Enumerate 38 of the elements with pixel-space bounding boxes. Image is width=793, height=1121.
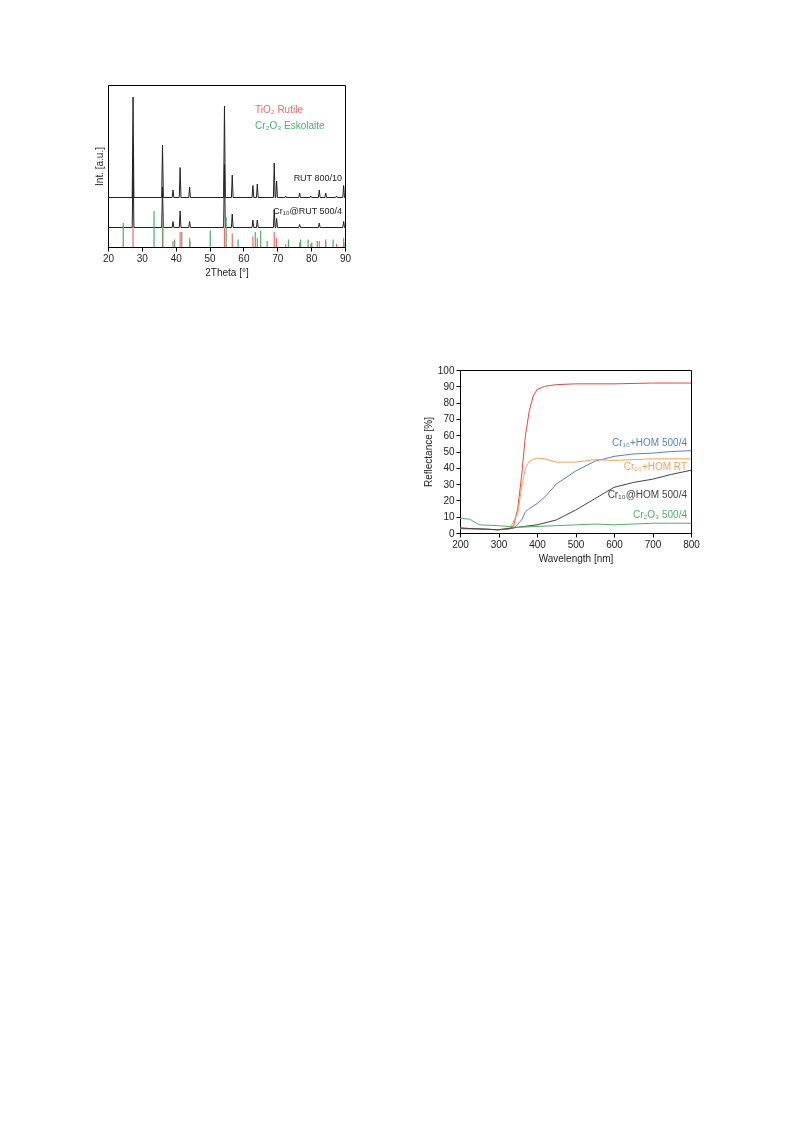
series-label: Cr₁₀@HOM 500/4 bbox=[607, 489, 688, 501]
x-tick-label: 20 bbox=[102, 252, 115, 264]
x-tick-label: 400 bbox=[529, 538, 547, 550]
y-axis-title: Int. [a.u.] bbox=[93, 146, 105, 186]
y-tick-label: 70 bbox=[443, 413, 455, 425]
x-tick-label: 40 bbox=[170, 252, 183, 264]
x-tick-label: 800 bbox=[683, 538, 701, 550]
y-tick-label: 80 bbox=[443, 397, 455, 409]
y-tick-label: 0 bbox=[448, 527, 455, 539]
series-label: Cr₁₀+HOM 500/4 bbox=[611, 436, 688, 448]
y-tick-label: 90 bbox=[443, 380, 455, 392]
x-axis-title: 2Theta [°] bbox=[205, 266, 249, 278]
x-tick-label: 70 bbox=[272, 252, 284, 264]
text: Cr₂O₃ Eskolaite bbox=[255, 120, 326, 131]
series-label: Cr₁₀@RUT 500/4 bbox=[273, 205, 342, 216]
text: TiO₂ Rutile bbox=[255, 104, 304, 115]
x-axis-title: Wavelength [nm] bbox=[538, 552, 614, 564]
x-tick-label: 500 bbox=[567, 538, 585, 550]
x-tick-label: 50 bbox=[204, 252, 217, 264]
y-tick-label: 10 bbox=[443, 511, 455, 523]
x-tick-label: 60 bbox=[238, 252, 250, 264]
y-tick-label: 30 bbox=[443, 478, 455, 490]
y-tick-label: 50 bbox=[443, 446, 455, 457]
series-label: Cr₁₀+HOM RT bbox=[623, 460, 687, 472]
y-tick-label: 60 bbox=[443, 429, 455, 441]
y-tick-label: 40 bbox=[443, 462, 455, 474]
series-label: RUT 800/10 bbox=[293, 172, 342, 183]
series-label: Cr₂O₃ 500/4 bbox=[632, 509, 688, 521]
x-tick-label: 30 bbox=[136, 252, 149, 264]
y-tick-label: 100 bbox=[437, 364, 455, 376]
x-tick-label: 200 bbox=[452, 538, 470, 550]
y-axis-title: Reflectance [%] bbox=[422, 416, 434, 488]
x-tick-label: 80 bbox=[306, 252, 318, 264]
x-tick-label: 300 bbox=[490, 538, 508, 550]
x-tick-label: 600 bbox=[606, 538, 624, 550]
x-tick-label: 90 bbox=[339, 252, 352, 264]
x-tick-label: 700 bbox=[644, 538, 662, 550]
y-tick-label: 20 bbox=[443, 494, 455, 506]
